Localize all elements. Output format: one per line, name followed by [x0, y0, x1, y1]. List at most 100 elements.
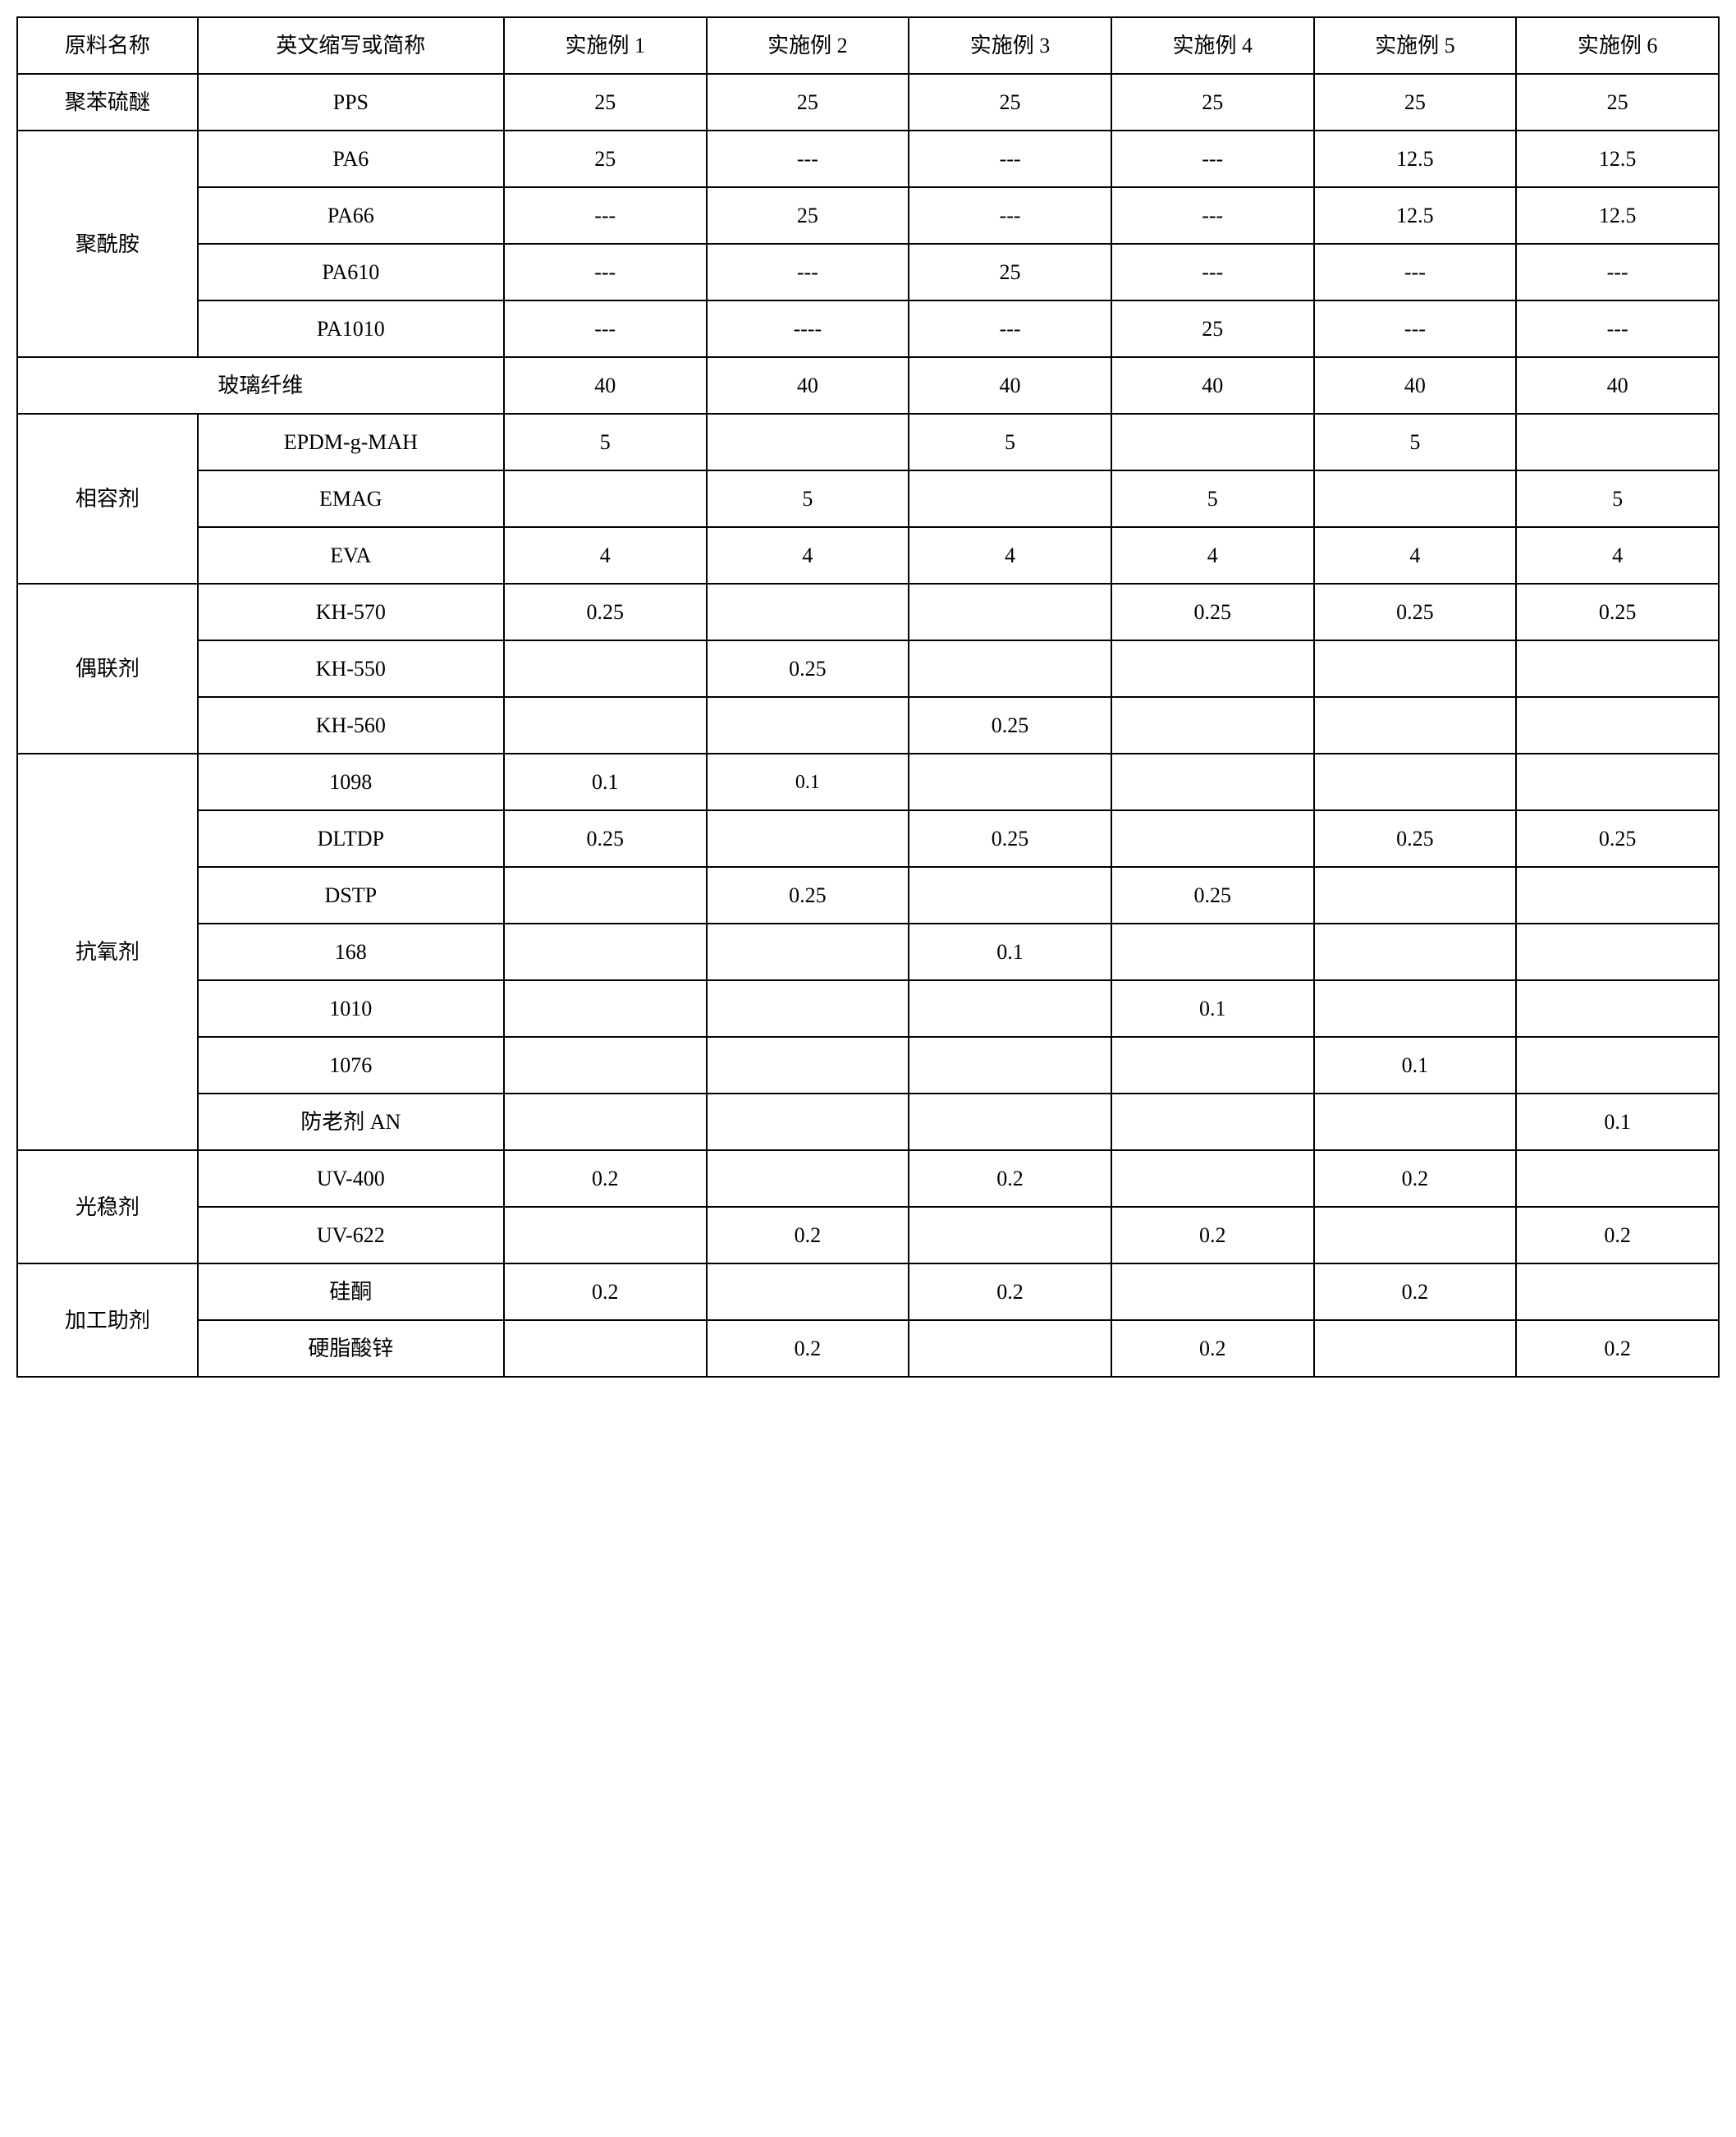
value-cell: 0.2 [909, 1263, 1111, 1320]
table-row: 玻璃纤维404040404040 [17, 357, 1719, 414]
value-cell: 5 [1516, 470, 1719, 527]
value-cell: --- [1314, 244, 1517, 300]
value-cell: --- [504, 244, 707, 300]
value-cell [1516, 754, 1719, 810]
value-cell [707, 1037, 909, 1094]
table-row: EVA444444 [17, 527, 1719, 584]
value-cell: 12.5 [1314, 131, 1517, 187]
value-cell: 4 [1314, 527, 1517, 584]
material-abbr: UV-400 [198, 1150, 504, 1207]
value-cell [504, 924, 707, 980]
value-cell: 0.25 [504, 810, 707, 867]
value-cell [909, 754, 1111, 810]
value-cell [707, 697, 909, 754]
value-cell [1314, 980, 1517, 1037]
value-cell: 0.25 [504, 584, 707, 640]
value-cell: --- [707, 244, 909, 300]
value-cell [1111, 1263, 1314, 1320]
value-cell: 4 [1516, 527, 1719, 584]
value-cell: 40 [1314, 357, 1517, 414]
table-row: 相容剂EPDM-g-MAH555 [17, 414, 1719, 470]
value-cell [1314, 470, 1517, 527]
table-row: 防老剂 AN0.1 [17, 1094, 1719, 1150]
value-cell [707, 414, 909, 470]
value-cell [504, 640, 707, 697]
table-row: DLTDP0.250.250.250.25 [17, 810, 1719, 867]
value-cell: 0.1 [504, 754, 707, 810]
value-cell: 0.2 [504, 1263, 707, 1320]
value-cell [909, 1094, 1111, 1150]
value-cell: 0.25 [707, 640, 909, 697]
material-group-name: 相容剂 [17, 414, 198, 584]
value-cell [1516, 1150, 1719, 1207]
value-cell: 25 [504, 131, 707, 187]
value-cell [909, 640, 1111, 697]
value-cell [909, 1037, 1111, 1094]
value-cell: 40 [707, 357, 909, 414]
value-cell: 0.2 [1111, 1320, 1314, 1377]
material-abbr: EMAG [198, 470, 504, 527]
value-cell: 0.25 [1111, 584, 1314, 640]
value-cell: 12.5 [1314, 187, 1517, 244]
material-group-name: 玻璃纤维 [17, 357, 504, 414]
value-cell [707, 980, 909, 1037]
value-cell: 0.2 [1516, 1320, 1719, 1377]
value-cell [707, 584, 909, 640]
value-cell: 0.1 [707, 754, 909, 810]
value-cell: --- [1111, 244, 1314, 300]
value-cell: 25 [707, 187, 909, 244]
table-row: UV-6220.20.20.2 [17, 1207, 1719, 1263]
material-abbr: 168 [198, 924, 504, 980]
value-cell [1516, 980, 1719, 1037]
value-cell: 5 [504, 414, 707, 470]
value-cell: --- [504, 300, 707, 357]
table-row: 硬脂酸锌0.20.20.2 [17, 1320, 1719, 1377]
value-cell [909, 1320, 1111, 1377]
value-cell [707, 1094, 909, 1150]
value-cell [1111, 754, 1314, 810]
value-cell: 4 [909, 527, 1111, 584]
table-row: PA1010----------25------ [17, 300, 1719, 357]
material-abbr: PA610 [198, 244, 504, 300]
value-cell [1516, 697, 1719, 754]
value-cell: --- [707, 131, 909, 187]
value-cell [1314, 640, 1517, 697]
column-header: 实施例 4 [1111, 17, 1314, 74]
material-abbr: PA66 [198, 187, 504, 244]
materials-table: 原料名称英文缩写或简称实施例 1实施例 2实施例 3实施例 4实施例 5实施例 … [16, 16, 1720, 1378]
value-cell: 5 [909, 414, 1111, 470]
value-cell: 0.2 [909, 1150, 1111, 1207]
value-cell [1111, 414, 1314, 470]
value-cell [1314, 924, 1517, 980]
material-abbr: EVA [198, 527, 504, 584]
value-cell [1314, 1320, 1517, 1377]
value-cell [1516, 414, 1719, 470]
value-cell: 40 [1111, 357, 1314, 414]
value-cell: --- [1111, 131, 1314, 187]
value-cell: --- [1111, 187, 1314, 244]
material-group-name: 聚苯硫醚 [17, 74, 198, 131]
table-row: 光稳剂UV-4000.20.20.2 [17, 1150, 1719, 1207]
value-cell [1111, 1037, 1314, 1094]
value-cell [1314, 867, 1517, 924]
value-cell [504, 867, 707, 924]
value-cell: 40 [504, 357, 707, 414]
value-cell: 5 [707, 470, 909, 527]
value-cell [504, 980, 707, 1037]
material-abbr: 1076 [198, 1037, 504, 1094]
material-abbr: KH-550 [198, 640, 504, 697]
value-cell: --- [504, 187, 707, 244]
column-header: 实施例 3 [909, 17, 1111, 74]
value-cell: 0.25 [1516, 584, 1719, 640]
value-cell [1516, 924, 1719, 980]
value-cell: 4 [1111, 527, 1314, 584]
value-cell [1111, 924, 1314, 980]
value-cell [1314, 1207, 1517, 1263]
table-row: 加工助剂硅酮0.20.20.2 [17, 1263, 1719, 1320]
material-abbr: PA6 [198, 131, 504, 187]
table-row: PA66---25------12.512.5 [17, 187, 1719, 244]
value-cell: 0.25 [1111, 867, 1314, 924]
value-cell: --- [1516, 300, 1719, 357]
value-cell: 0.2 [1314, 1263, 1517, 1320]
value-cell: 4 [504, 527, 707, 584]
